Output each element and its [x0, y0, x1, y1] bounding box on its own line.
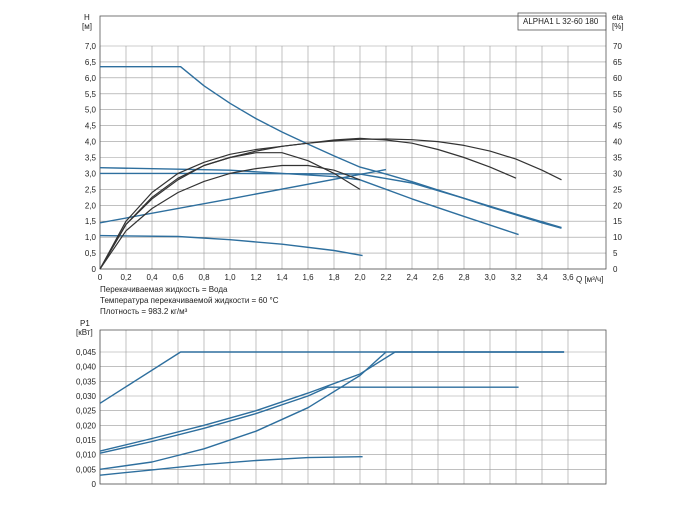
- q-tick-label: 1,2: [250, 273, 262, 282]
- h-tick-label: 7,0: [85, 42, 97, 51]
- q-tick-label: 0,4: [146, 273, 158, 282]
- q-tick-label: 2,2: [380, 273, 392, 282]
- q-axis-label: Q [м³/ч]: [576, 275, 603, 284]
- eta-tick-label: 60: [613, 74, 622, 83]
- h-tick-label: 6,5: [85, 58, 97, 67]
- q-tick-label: 1,0: [224, 273, 236, 282]
- eta-tick-label: 45: [613, 122, 622, 131]
- top-plot-frame: [99, 15, 607, 270]
- bottom-plot-frame: [99, 329, 607, 485]
- h-tick-label: 0,5: [85, 249, 97, 258]
- h-tick-label: 4,5: [85, 122, 97, 131]
- h-tick-label: 4,0: [85, 138, 97, 147]
- head-series-4: [99, 234, 363, 257]
- q-tick-label: 1,6: [302, 273, 314, 282]
- p1-tick-label: 0,025: [76, 407, 97, 416]
- p1-tick-label: 0,030: [76, 392, 97, 401]
- eta-tick-label: 70: [613, 42, 622, 51]
- note-density: Плотность = 983.2 кг/м³: [100, 307, 188, 316]
- p1-tick-label: 0,015: [76, 436, 97, 445]
- chart-title: ALPHA1 L 32-60 180: [523, 17, 599, 26]
- eta-tick-label: 25: [613, 185, 622, 194]
- h-tick-label: 1,5: [85, 217, 97, 226]
- eta-series-7: [99, 138, 562, 270]
- q-tick-label: 1,8: [328, 273, 340, 282]
- eta-tick-label: 55: [613, 90, 622, 99]
- h-axis-label: H: [84, 13, 90, 22]
- power-series-4: [99, 456, 363, 476]
- h-tick-label: 5,0: [85, 106, 97, 115]
- eta-tick-label: 65: [613, 58, 622, 67]
- h-tick-label: 2,0: [85, 201, 97, 210]
- bottom-grid: 0 0,005 0,010 0,015 0,020 0,025 0,030 0,035 0,04…: [76, 329, 607, 489]
- h-axis-unit: [м]: [82, 22, 92, 31]
- p1-tick-label: 0,040: [76, 363, 97, 372]
- h-tick-label: 2,5: [85, 185, 97, 194]
- q-tick-label: 1,4: [276, 273, 288, 282]
- q-tick-label: 2,6: [432, 273, 444, 282]
- eta-tick-label: 50: [613, 106, 622, 115]
- power-plot: 0 0,005 0,010 0,015 0,020 0,025 0,030 0,035 0,04…: [76, 329, 607, 489]
- p1-tick-label: 0,020: [76, 421, 97, 430]
- h-tick-label: 0: [92, 265, 97, 274]
- eta-series-8: [99, 164, 361, 270]
- power-series-0: [99, 351, 565, 404]
- q-tick-label: 2,0: [354, 273, 366, 282]
- h-tick-label: 3,5: [85, 154, 97, 163]
- q-tick-label: 0,8: [198, 273, 210, 282]
- q-tick-label: 3,2: [510, 273, 522, 282]
- power-series-3: [99, 351, 387, 470]
- eta-tick-label: 5: [613, 249, 618, 258]
- q-tick-label: 2,4: [406, 273, 418, 282]
- p1-tick-label: 0,045: [76, 348, 97, 357]
- p1-tick-label: 0,005: [76, 465, 97, 474]
- p1-axis-unit: [кВт]: [76, 328, 93, 337]
- head-series-1: [99, 167, 519, 236]
- top-curves: [99, 66, 562, 270]
- top-grid: 0 0,2 0,4 0,6 0,8 1,0 1,2 1,4 1,6 1,8 2,0 2,2 2,4 2,6…: [85, 15, 622, 282]
- head-series-0: [100, 66, 562, 229]
- p1-axis-label: P1: [80, 319, 90, 328]
- power-series-2: [99, 351, 565, 452]
- bottom-curves: [99, 351, 565, 476]
- head-series-3: [99, 168, 387, 224]
- h-tick-label: 6,0: [85, 74, 97, 83]
- eta-axis-label: eta: [612, 13, 624, 22]
- q-tick-label: 3,6: [562, 273, 574, 282]
- note-temperature: Температура перекачиваемой жидкости = 60…: [100, 296, 279, 305]
- eta-tick-label: 20: [613, 201, 622, 210]
- head-efficiency-plot: 0 0,2 0,4 0,6 0,8 1,0 1,2 1,4 1,6 1,8 2,0 2,2 2,4 2,6…: [85, 15, 622, 282]
- q-tick-label: 3,4: [536, 273, 548, 282]
- eta-tick-label: 15: [613, 217, 622, 226]
- h-tick-label: 5,5: [85, 90, 97, 99]
- note-medium: Перекачиваемая жидкость = Вода: [100, 285, 228, 294]
- eta-tick-label: 40: [613, 138, 622, 147]
- q-tick-label: 3,0: [484, 273, 496, 282]
- q-tick-label: 0,6: [172, 273, 184, 282]
- q-tick-label: 2,8: [458, 273, 470, 282]
- eta-tick-label: 0: [613, 265, 618, 274]
- eta-tick-label: 10: [613, 233, 622, 242]
- p1-tick-label: 0,010: [76, 451, 97, 460]
- q-tick-label: 0,2: [120, 273, 132, 282]
- eta-axis-unit: [%]: [612, 22, 624, 31]
- h-tick-label: 1,0: [85, 233, 97, 242]
- p1-tick-label: 0,035: [76, 377, 97, 386]
- eta-tick-label: 35: [613, 154, 622, 163]
- power-series-1: [99, 386, 519, 454]
- p1-tick-label: 0: [92, 480, 97, 489]
- eta-tick-label: 30: [613, 169, 622, 178]
- h-tick-label: 3,0: [85, 169, 97, 178]
- q-tick-label: 0: [98, 273, 103, 282]
- head-series-2: [100, 172, 562, 229]
